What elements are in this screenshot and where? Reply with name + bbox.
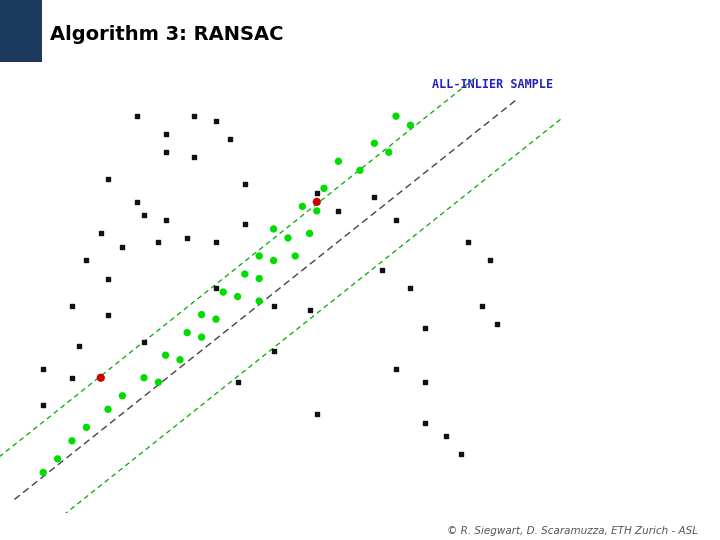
Point xyxy=(232,378,243,387)
Point xyxy=(311,207,323,215)
Point xyxy=(369,193,380,202)
Point xyxy=(268,346,279,355)
Point xyxy=(304,306,315,314)
Point xyxy=(354,166,366,174)
Point xyxy=(131,112,143,120)
Point xyxy=(390,112,402,120)
Point xyxy=(491,319,503,328)
Point xyxy=(210,238,222,247)
Point xyxy=(484,256,495,265)
Point xyxy=(95,374,107,382)
Point xyxy=(282,234,294,242)
Point xyxy=(369,139,380,147)
Point xyxy=(217,288,229,296)
Point xyxy=(225,134,236,143)
Point xyxy=(37,401,49,409)
Point xyxy=(160,148,171,157)
Point xyxy=(239,269,251,278)
Point xyxy=(210,283,222,292)
Point xyxy=(102,175,114,184)
Point xyxy=(333,157,344,166)
Point xyxy=(311,198,323,206)
Point xyxy=(268,225,279,233)
Point xyxy=(333,207,344,215)
Point xyxy=(239,220,251,229)
Point xyxy=(462,238,474,247)
Point xyxy=(131,198,143,206)
Point xyxy=(289,252,301,260)
Text: © R. Siegwart, D. Scaramuzza, ETH Zurich - ASL: © R. Siegwart, D. Scaramuzza, ETH Zurich… xyxy=(447,525,698,536)
Point xyxy=(405,283,416,292)
Point xyxy=(210,315,222,323)
Point xyxy=(253,252,265,260)
Point xyxy=(383,148,395,157)
Point xyxy=(181,328,193,337)
Point xyxy=(138,211,150,220)
Point xyxy=(239,179,251,188)
Point xyxy=(390,215,402,224)
Point xyxy=(66,436,78,445)
Point xyxy=(138,374,150,382)
Point xyxy=(196,310,207,319)
Point xyxy=(66,301,78,310)
Point xyxy=(232,292,243,301)
Point xyxy=(304,229,315,238)
Point xyxy=(189,152,200,161)
Point xyxy=(297,202,308,211)
Point xyxy=(52,455,63,463)
Point xyxy=(73,342,85,350)
Point xyxy=(138,338,150,346)
Point xyxy=(419,378,431,387)
Point xyxy=(153,378,164,387)
Point xyxy=(189,112,200,120)
Point xyxy=(253,297,265,306)
Point xyxy=(174,355,186,364)
Text: ALL-INLIER SAMPLE: ALL-INLIER SAMPLE xyxy=(432,78,553,91)
Point xyxy=(419,324,431,333)
Point xyxy=(268,301,279,310)
Point xyxy=(441,432,452,441)
Bar xyxy=(0,0,42,62)
Text: Algorithm 3: RANSAC: Algorithm 3: RANSAC xyxy=(50,25,284,44)
Point xyxy=(102,274,114,283)
Point xyxy=(102,405,114,414)
Point xyxy=(253,274,265,283)
Point xyxy=(37,364,49,373)
Point xyxy=(477,301,488,310)
Point xyxy=(210,117,222,125)
Point xyxy=(318,184,330,193)
Point xyxy=(160,215,171,224)
Point xyxy=(66,374,78,382)
Point xyxy=(117,392,128,400)
Point xyxy=(81,423,92,431)
Point xyxy=(390,364,402,373)
Point xyxy=(37,468,49,477)
Point xyxy=(405,121,416,130)
Point xyxy=(95,229,107,238)
Point xyxy=(311,409,323,418)
Point xyxy=(376,265,387,274)
Point xyxy=(311,188,323,197)
Point xyxy=(268,256,279,265)
Point xyxy=(455,450,467,458)
Point xyxy=(160,351,171,360)
Point xyxy=(117,242,128,251)
Point xyxy=(181,234,193,242)
Point xyxy=(419,418,431,427)
Point xyxy=(196,333,207,341)
Point xyxy=(153,238,164,247)
Point xyxy=(160,130,171,139)
Point xyxy=(81,256,92,265)
Point xyxy=(102,310,114,319)
